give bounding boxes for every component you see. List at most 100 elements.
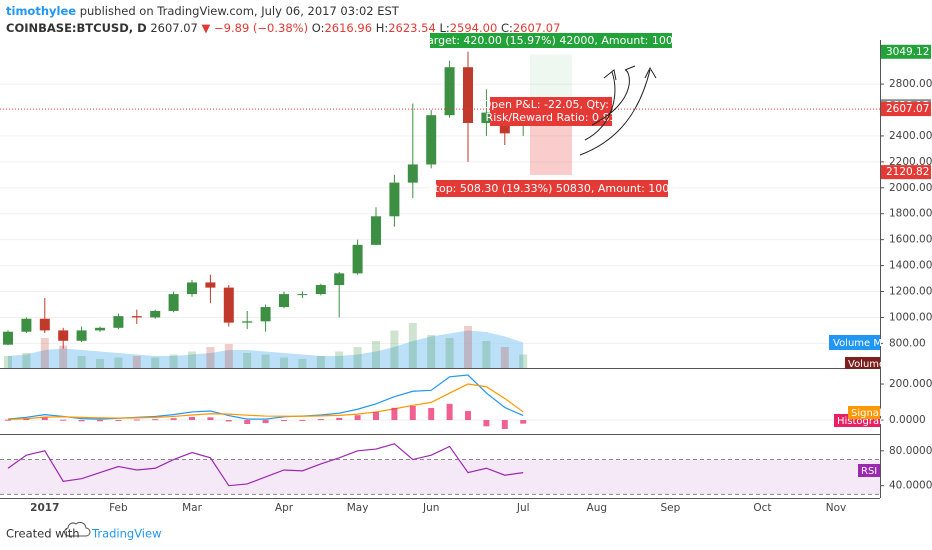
series-tag-label: RSI [861,466,877,477]
volume-ma-tag [829,335,880,350]
volume-bar [390,330,399,368]
series-tag-label: Histogram [837,416,889,427]
volume-bar [316,356,325,368]
y-tick-label: 200.0000 [889,378,932,390]
candle-body [426,115,437,165]
histogram-bar [299,419,306,421]
volume-tag-label: Volume [848,359,885,370]
volume-bar [169,354,178,368]
histogram-bar [244,420,251,424]
volume-bar [132,356,141,368]
volume-bar [261,354,270,368]
candle-body [352,244,363,274]
volume-bar [445,338,454,368]
histogram-bar [23,418,30,421]
layers: 800.00 1000.00 1200.00 1400.00 1600.00 1800.0… [0,33,932,514]
candle-body [481,112,492,123]
volume-bar [40,338,49,368]
histogram-bar [97,420,103,422]
symbol: COINBASE:BTCUSD, D [6,21,147,35]
histogram-bar [225,420,232,422]
y-tick-label: 1800.00 [889,208,932,220]
volume-bar [4,356,12,368]
candle-body [297,294,308,296]
volume-bar [298,359,307,368]
indicator-line [7,374,524,420]
candle-body [131,316,142,318]
y-tick-label: 1400.00 [889,260,932,272]
candle-body [205,282,216,288]
footer-icon [64,521,91,537]
histogram-bar [262,420,269,424]
volume-bar [482,341,491,368]
candle-body [76,330,87,341]
histogram-bar [115,420,122,422]
ratio-label: Risk/Reward Ratio: 0.83 [486,111,617,124]
histogram-bar [373,411,379,421]
candle-body [279,294,289,308]
histogram-bar [170,418,177,421]
low-value: 2594.00 [450,21,498,35]
footer-brand[interactable]: TradingView [91,527,161,541]
candle-body [334,273,345,286]
histogram-bar [189,416,195,421]
price-tag-label: 2120.82 [886,166,929,178]
author[interactable]: timothylee [6,4,76,18]
x-tick-label: Mar [182,502,202,514]
histogram-bar [428,407,435,421]
volume-bar [224,344,233,368]
x-tick-label: Jun [422,502,439,514]
candle-body [58,330,69,341]
price-tag-label: 3049.12 [886,46,929,58]
histogram-bar [5,419,11,421]
histogram-bar [391,407,398,421]
volume-bar [519,354,528,368]
candle-body [95,327,105,331]
volume-ma-tag-label: Volume MA [833,338,889,349]
y-tick-label: 80.0000 [889,445,932,457]
y-tick-label: 2000.00 [889,182,932,194]
histogram-bar [281,420,287,422]
pnl-label: Open P&L: -22.05, Qty: 0 [483,98,620,111]
histogram-bar [152,419,159,421]
histogram-bar [317,419,324,421]
x-tick-label: Oct [753,502,771,514]
volume-tag [845,357,880,369]
candle-body [407,164,418,183]
histogram-bar [78,420,85,422]
x-tick-label: Apr [275,502,294,514]
histogram-bar [336,417,343,421]
candle-body [223,287,234,323]
candle-body [168,294,179,311]
series-tag [848,406,880,419]
y-tick-label: 2200.00 [889,156,932,168]
volume-ma-area [8,330,524,368]
histogram-bar [207,417,214,421]
volume-bar [151,357,160,368]
volume-bar [280,357,288,368]
y-tick-label: 1200.00 [889,286,932,298]
x-tick-label: Nov [826,502,847,514]
candle-body [187,282,197,295]
volume-bar [464,326,472,368]
stop-label-box [436,179,668,197]
last-price: 2607.07 [150,21,198,35]
x-tick-label: Sep [661,502,681,514]
x-tick-label: Jul [516,502,530,514]
y-tick-label: 2800.00 [889,78,932,90]
histogram-bar [520,420,527,424]
drawing-arrow [584,69,617,141]
indicator-line [7,443,524,487]
y-tick-label: 1600.00 [889,234,932,246]
close-value: 2607.07 [513,21,561,35]
footer-created: Created with [6,527,80,541]
series-tag [858,464,880,477]
high-value: 2623.54 [388,21,436,35]
x-tick-label: 2017 [30,502,59,514]
candle-body [150,310,161,318]
volume-bar [335,351,344,368]
close-label: C: [501,21,513,35]
y-tick-label: 800.00 [889,337,926,349]
price-tag-label: 2607.07 [886,103,929,115]
